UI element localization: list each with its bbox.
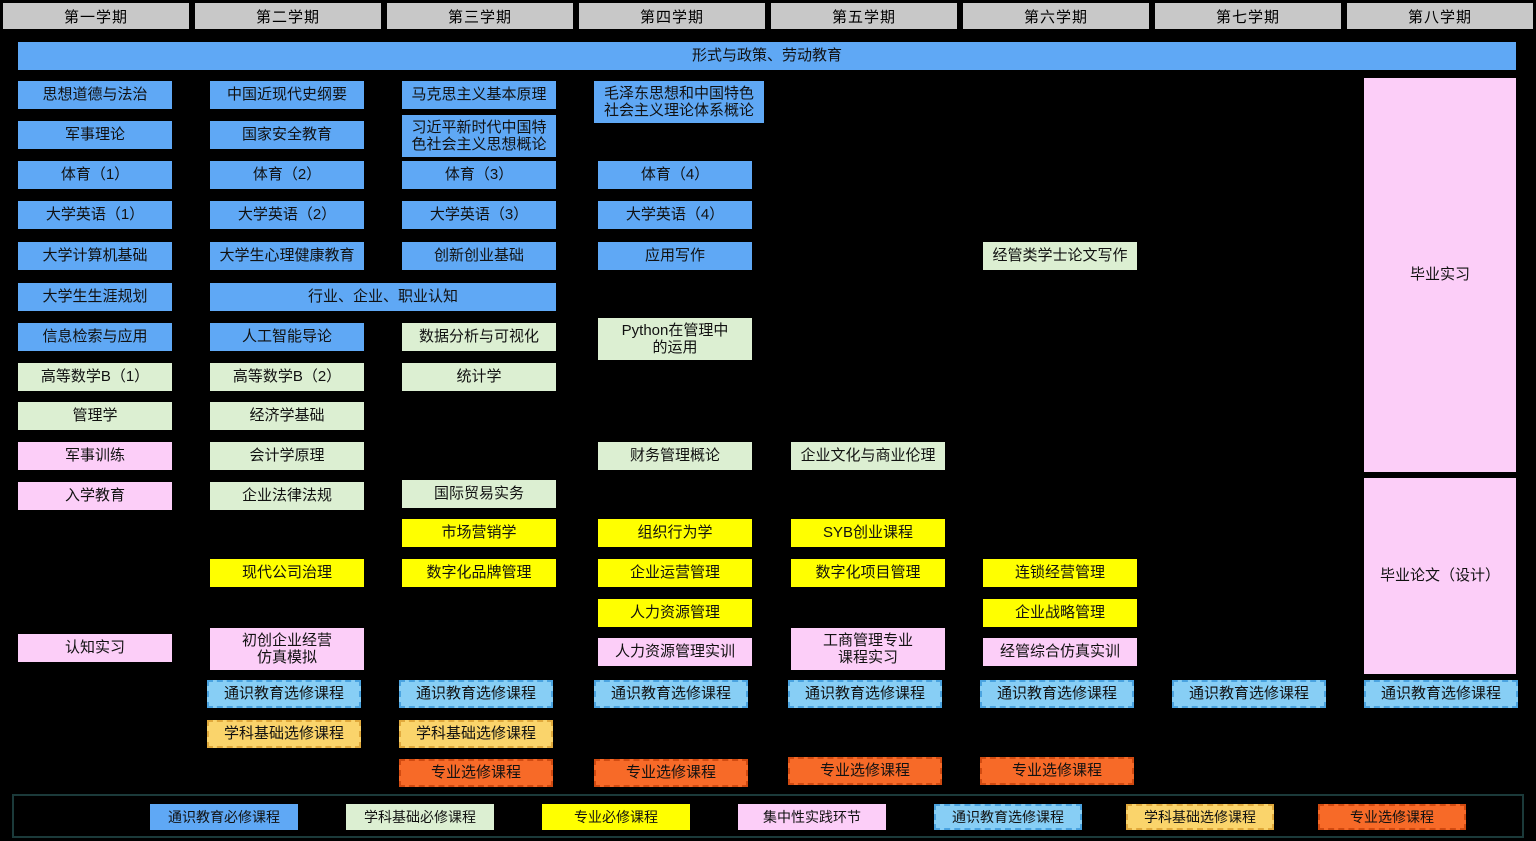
course-box-s4-c6[interactable]: 财务管理概论 [598,442,752,470]
legend-bar: 通识教育必修课程 学科基础必修课程 专业必修课程 集中性实践环节 通识教育选修课程 学科基… [12,794,1524,838]
course-box-s4-c3[interactable]: 大学英语（4） [598,201,752,229]
legend-item-6[interactable]: 学科基础选修课程 [1126,804,1274,830]
course-box-s2-c8[interactable]: 高等数学B（2） [210,363,364,391]
course-box-s1-c10[interactable]: 军事训练 [18,442,172,470]
legend-item-7[interactable]: 专业选修课程 [1318,804,1466,830]
legend-item-4[interactable]: 集中性实践环节 [738,804,886,830]
course-box-s4-c5[interactable]: Python在管理中 的运用 [598,318,752,360]
course-box-s5-c3[interactable]: 数字化项目管理 [791,559,945,587]
legend-item-1[interactable]: 通识教育必修课程 [150,804,298,830]
course-box-s8-c3[interactable]: 通识教育选修课程 [1364,680,1518,708]
legend-item-5[interactable]: 通识教育选修课程 [934,804,1082,830]
course-box-s4-c8[interactable]: 企业运营管理 [598,559,752,587]
course-box-s8-c1[interactable]: 毕业实习 [1364,78,1516,472]
course-box-s3-c5[interactable]: 创新创业基础 [402,242,556,270]
course-box-s6-c6[interactable]: 专业选修课程 [980,757,1134,785]
course-box-s2-c3[interactable]: 体育（2） [210,161,364,189]
semester-header-4[interactable]: 第四学期 [578,2,766,30]
semester-header-6[interactable]: 第六学期 [962,2,1150,30]
course-box-s6-c4[interactable]: 经管综合仿真实训 [983,638,1137,666]
course-box-s3-c8[interactable]: 国际贸易实务 [402,480,556,508]
course-box-s1-c9[interactable]: 管理学 [18,402,172,430]
course-box-s2-c10[interactable]: 会计学原理 [210,442,364,470]
legend-item-2[interactable]: 学科基础必修课程 [346,804,494,830]
course-box-s4-c2[interactable]: 体育（4） [598,161,752,189]
course-box-s6-c3[interactable]: 企业战略管理 [983,599,1137,627]
course-box-s1-c3[interactable]: 体育（1） [18,161,172,189]
course-box-s2-c2[interactable]: 国家安全教育 [210,121,364,149]
course-box-s2-c7[interactable]: 人工智能导论 [210,323,364,351]
course-box-s2-c6[interactable]: 行业、企业、职业认知 [210,283,556,311]
course-box-s4-c4[interactable]: 应用写作 [598,242,752,270]
semester-header-2[interactable]: 第二学期 [194,2,382,30]
semester-header-3[interactable]: 第三学期 [386,2,574,30]
course-box-s1-c8[interactable]: 高等数学B（1） [18,363,172,391]
course-box-s1-c7[interactable]: 信息检索与应用 [18,323,172,351]
course-box-s4-c1[interactable]: 毛泽东思想和中国特色 社会主义理论体系概论 [594,81,764,123]
course-box-s4-c9[interactable]: 人力资源管理 [598,599,752,627]
course-box-s7-c1[interactable]: 通识教育选修课程 [1172,680,1326,708]
course-box-s3-c1[interactable]: 马克思主义基本原理 [402,81,556,109]
course-box-s2-c11[interactable]: 企业法律法规 [210,482,364,510]
course-box-s2-c5[interactable]: 大学生心理健康教育 [210,242,364,270]
course-box-s4-c7[interactable]: 组织行为学 [598,519,752,547]
course-box-s2-c9[interactable]: 经济学基础 [210,402,364,430]
course-box-s2-c4[interactable]: 大学英语（2） [210,201,364,229]
course-box-s4-c11[interactable]: 通识教育选修课程 [594,680,748,708]
course-box-s3-c6[interactable]: 数据分析与可视化 [402,323,556,351]
course-box-s1-c11[interactable]: 入学教育 [18,482,172,510]
course-box-s4-c10[interactable]: 人力资源管理实训 [598,638,752,666]
course-box-s1-c1[interactable]: 思想道德与法治 [18,81,172,109]
course-box-s5-c1[interactable]: 企业文化与商业伦理 [791,442,945,470]
course-box-s5-c5[interactable]: 通识教育选修课程 [788,680,942,708]
course-box-s1-c2[interactable]: 军事理论 [18,121,172,149]
course-box-s2-c14[interactable]: 通识教育选修课程 [207,680,361,708]
course-box-s6-c1[interactable]: 经管类学士论文写作 [983,242,1137,270]
course-box-s3-c10[interactable]: 数字化品牌管理 [402,559,556,587]
course-box-s5-c4[interactable]: 工商管理专业 课程实习 [791,628,945,670]
course-box-s3-c7[interactable]: 统计学 [402,363,556,391]
course-box-s6-c5[interactable]: 通识教育选修课程 [980,680,1134,708]
course-box-s1-c6[interactable]: 大学生生涯规划 [18,283,172,311]
course-box-s1-c5[interactable]: 大学计算机基础 [18,242,172,270]
semester-header-1[interactable]: 第一学期 [2,2,190,30]
course-box-s3-c13[interactable]: 专业选修课程 [399,759,553,787]
legend-item-3[interactable]: 专业必修课程 [542,804,690,830]
course-box-s3-c4[interactable]: 大学英语（3） [402,201,556,229]
semester-header-5[interactable]: 第五学期 [770,2,958,30]
course-box-s1-c12[interactable]: 认知实习 [18,634,172,662]
course-box-s2-c13[interactable]: 初创企业经营 仿真模拟 [210,628,364,670]
course-box-s8-c2[interactable]: 毕业论文（设计） [1364,478,1516,674]
course-box-s1-c4[interactable]: 大学英语（1） [18,201,172,229]
course-box-s3-c11[interactable]: 通识教育选修课程 [399,680,553,708]
course-box-s2-c1[interactable]: 中国近现代史纲要 [210,81,364,109]
course-box-s2-c15[interactable]: 学科基础选修课程 [207,720,361,748]
course-box-s3-c9[interactable]: 市场营销学 [402,519,556,547]
course-box-s3-c2[interactable]: 习近平新时代中国特 色社会主义思想概论 [402,115,556,157]
course-box-s4-c12[interactable]: 专业选修课程 [594,759,748,787]
semester-header-7[interactable]: 第七学期 [1154,2,1342,30]
course-box-s5-c6[interactable]: 专业选修课程 [788,757,942,785]
course-box-s2-c12[interactable]: 现代公司治理 [210,559,364,587]
banner-course-box[interactable]: 形式与政策、劳动教育 [18,42,1516,70]
course-box-s6-c2[interactable]: 连锁经营管理 [983,559,1137,587]
course-box-s3-c12[interactable]: 学科基础选修课程 [399,720,553,748]
course-box-s5-c2[interactable]: SYB创业课程 [791,519,945,547]
course-box-s3-c3[interactable]: 体育（3） [402,161,556,189]
semester-header-8[interactable]: 第八学期 [1346,2,1534,30]
